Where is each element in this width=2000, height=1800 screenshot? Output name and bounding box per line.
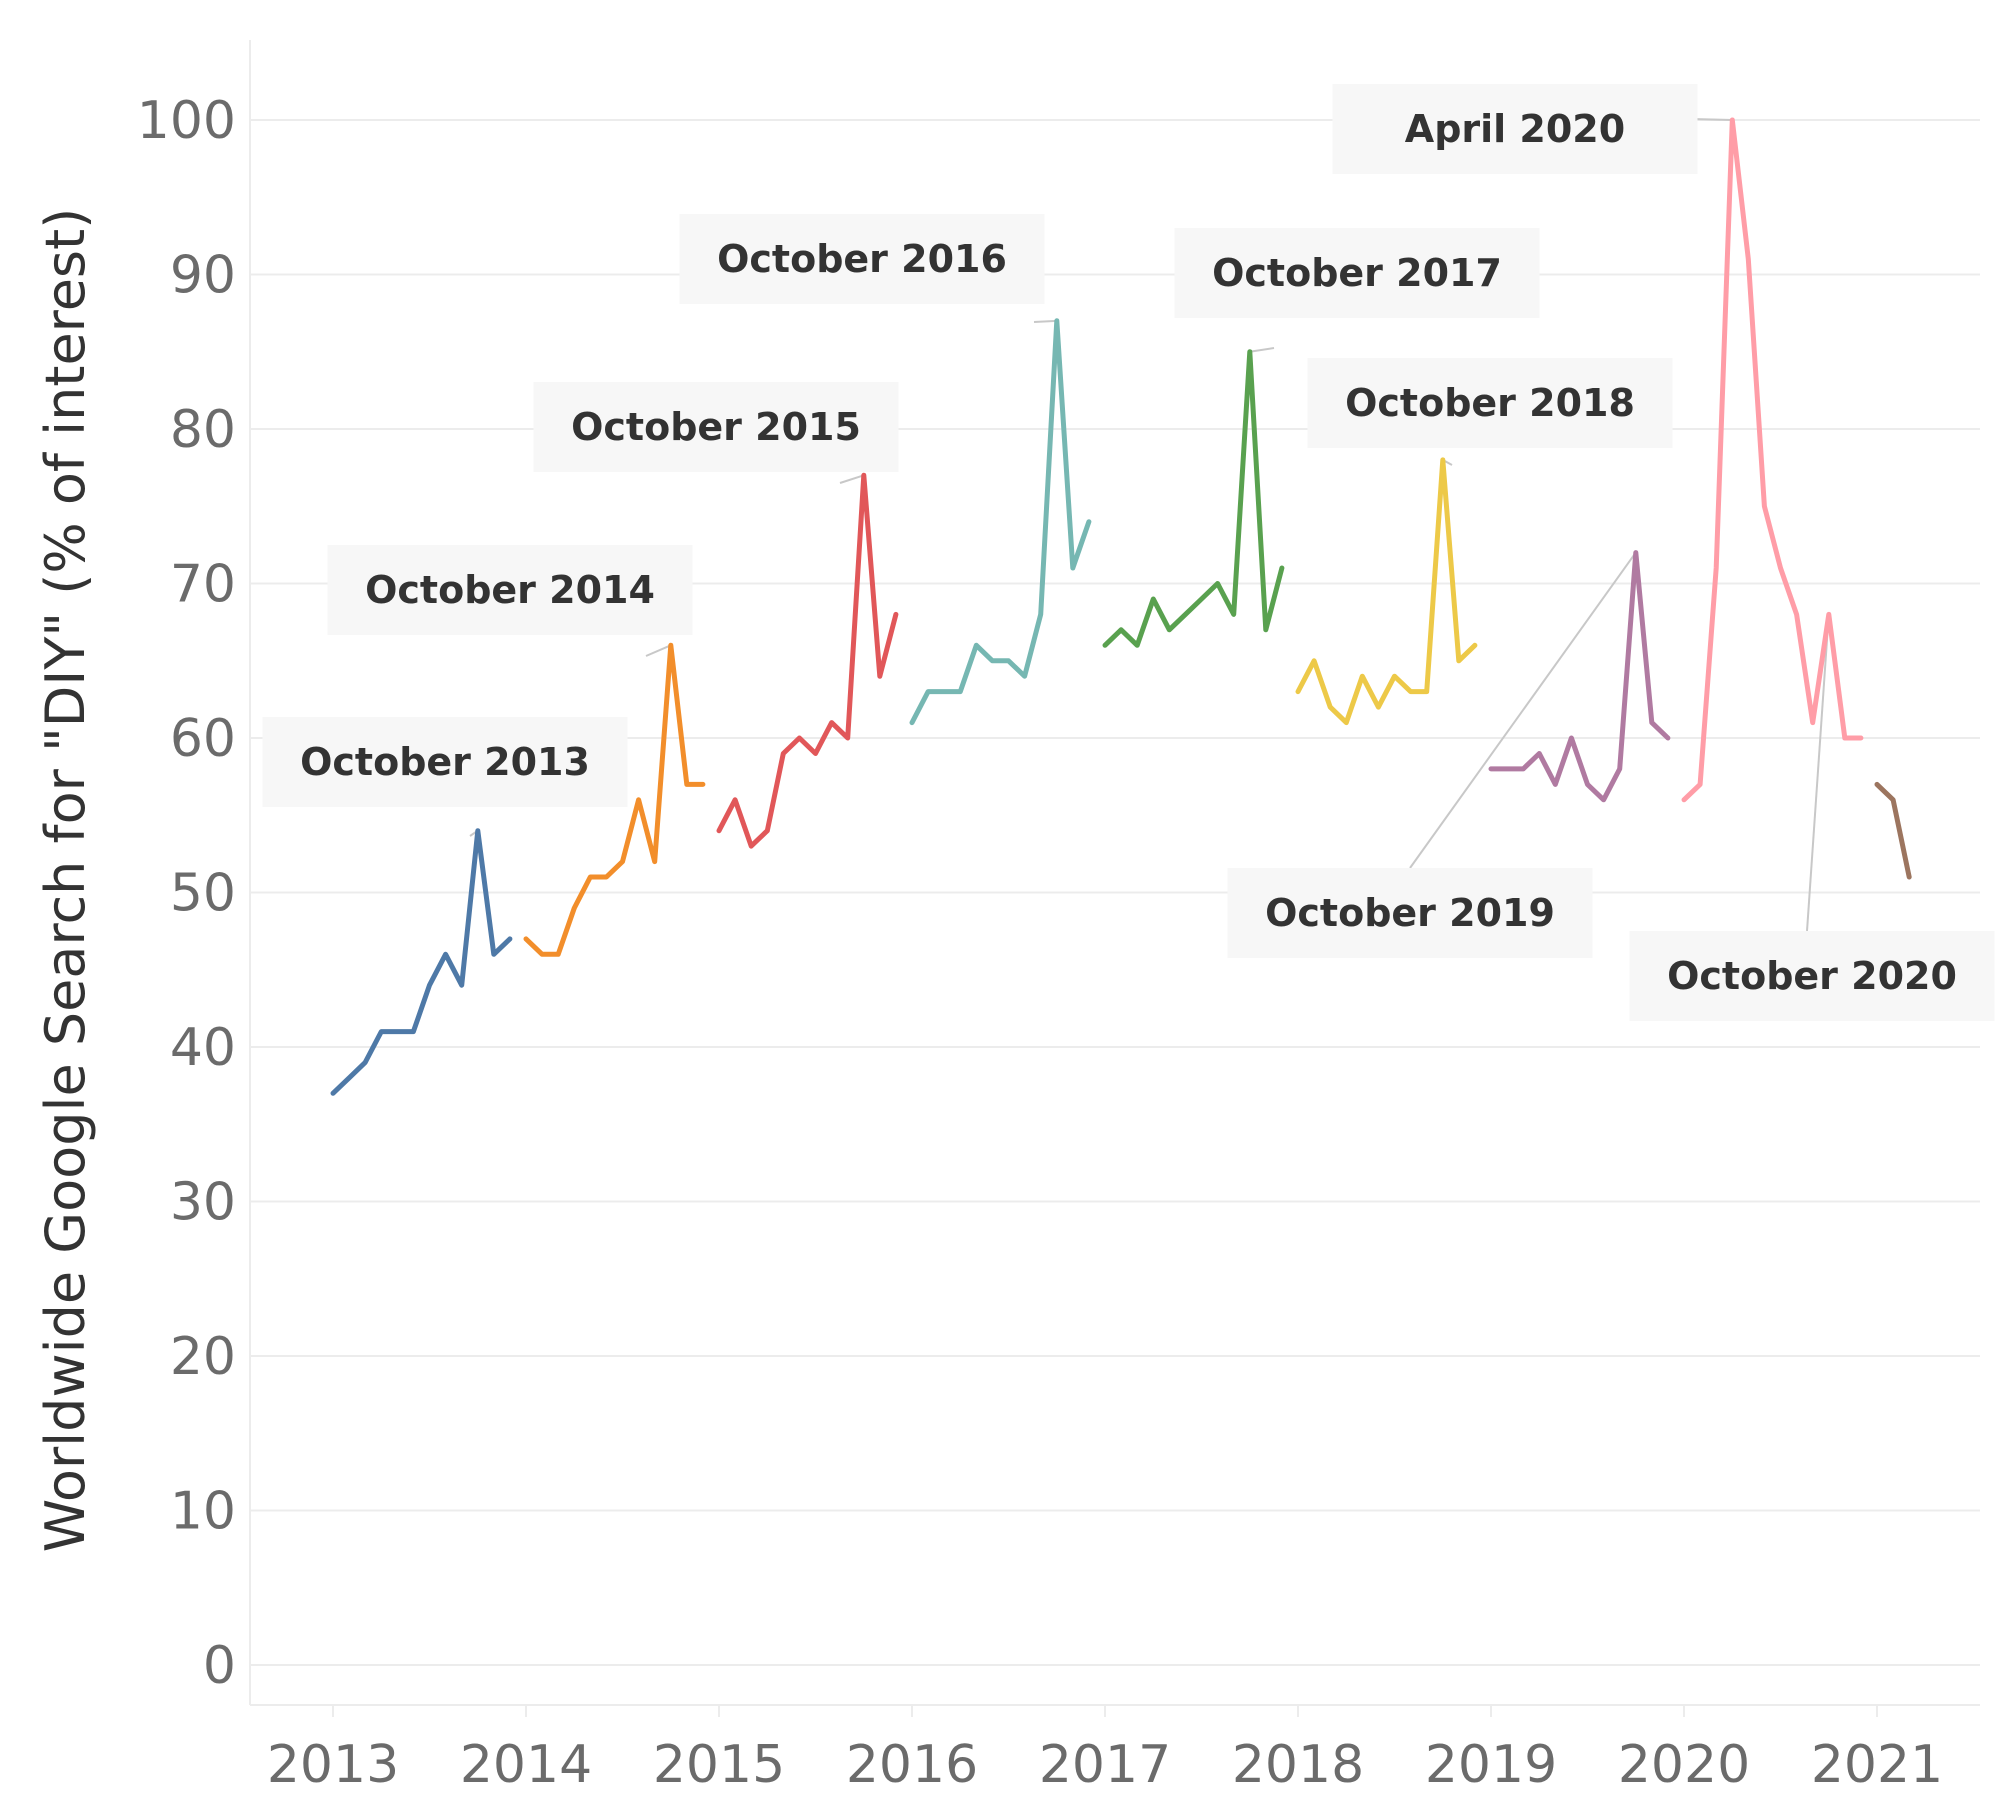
annotation-leader (1691, 118, 1733, 121)
annotation-label: October 2020 (1667, 954, 1957, 998)
annotation-box (679, 214, 1045, 304)
series-line-2017 (1102, 349, 1285, 648)
series-line-2013 (330, 828, 513, 1096)
annotation-leader (1033, 319, 1057, 323)
series-line-2020 (1681, 117, 1864, 803)
annotation-box (1174, 228, 1540, 318)
annotation-label: April 2020 (1405, 107, 1625, 151)
y-tick-label: 20 (170, 1327, 236, 1387)
series-line-2015 (716, 472, 899, 849)
x-tick-label: 2014 (460, 1735, 592, 1795)
annotation-box (327, 545, 693, 635)
annotation-label: October 2019 (1265, 891, 1555, 935)
annotation-label: October 2015 (571, 405, 861, 449)
annotation-leader (645, 644, 672, 657)
x-tick-label: 2020 (1618, 1735, 1750, 1795)
annotation-label: October 2016 (717, 237, 1007, 281)
annotation-box (1307, 358, 1673, 448)
annotation-leaders (469, 118, 1830, 932)
series-line-2021 (1874, 781, 1912, 880)
grid (249, 40, 1980, 1706)
y-tick-label: 60 (170, 709, 236, 769)
annotation-box (262, 717, 628, 807)
series-line-2016 (909, 318, 1092, 726)
annotation-box (1629, 931, 1995, 1021)
y-axis-title: Worldwide Google Search for "DIY" (% of … (34, 208, 97, 1553)
annotation-leader (839, 474, 865, 484)
x-tick-label: 2015 (653, 1735, 785, 1795)
x-tick-label: 2016 (846, 1735, 978, 1795)
annotation-label: October 2013 (300, 740, 590, 784)
y-tick-label: 0 (203, 1636, 236, 1696)
annotation-box (1227, 868, 1593, 958)
y-tick-label: 50 (170, 864, 236, 924)
annotation-leader (1806, 614, 1830, 932)
x-tick-label: 2017 (1039, 1735, 1171, 1795)
y-tick-label: 10 (170, 1482, 236, 1542)
y-tick-label: 90 (170, 246, 236, 306)
annotations: October 2013 October 2014 October 2015 Octo… (262, 84, 1995, 1021)
annotation-label: October 2018 (1345, 381, 1635, 425)
x-tick-label: 2018 (1232, 1735, 1364, 1795)
annotation-label: October 2017 (1212, 251, 1502, 295)
series-lines (330, 117, 1912, 1096)
annotation-leader (1249, 347, 1275, 353)
annotation-leader (1409, 552, 1637, 869)
y-tick-label: 40 (170, 1018, 236, 1078)
x-tick-label: 2021 (1811, 1735, 1943, 1795)
y-tick-label: 80 (170, 400, 236, 460)
annotation-label: October 2014 (365, 568, 655, 612)
y-tick-label: 30 (170, 1173, 236, 1233)
x-tick-label: 2013 (267, 1735, 399, 1795)
series-line-2018 (1295, 457, 1478, 726)
x-tick-label: 2019 (1425, 1735, 1557, 1795)
annotation-box (533, 382, 899, 472)
y-tick-label: 70 (170, 555, 236, 615)
series-line-2019 (1488, 550, 1671, 803)
annotation-box (1332, 84, 1698, 174)
axes: 0 10 20 30 40 50 60 70 80 90 100 2013 2014 2015 2016 20… (137, 91, 1943, 1795)
series-line-2014 (523, 642, 706, 957)
y-tick-label: 100 (137, 91, 236, 151)
